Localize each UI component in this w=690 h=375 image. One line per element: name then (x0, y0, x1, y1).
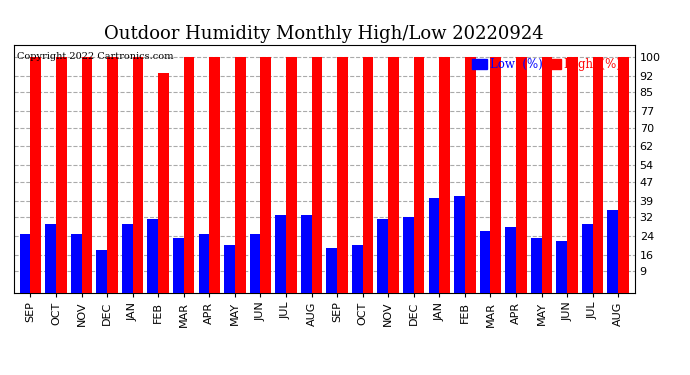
Bar (531, 238, 542, 292)
Bar (607, 210, 618, 292)
Bar (326, 248, 337, 292)
Bar (542, 57, 552, 292)
Bar (428, 198, 440, 292)
Bar (567, 57, 578, 292)
Bar (505, 226, 516, 292)
Bar (71, 234, 81, 292)
Bar (97, 250, 107, 292)
Bar (122, 224, 132, 292)
Bar (388, 57, 399, 292)
Bar (454, 196, 465, 292)
Bar (465, 57, 475, 292)
Bar (81, 57, 92, 292)
Bar (286, 57, 297, 292)
Bar (275, 215, 286, 292)
Bar (352, 245, 363, 292)
Bar (184, 57, 195, 292)
Bar (107, 57, 118, 292)
Bar (46, 224, 56, 292)
Bar (440, 57, 450, 292)
Bar (30, 57, 41, 292)
Bar (148, 219, 158, 292)
Bar (250, 234, 260, 292)
Bar (311, 57, 322, 292)
Bar (199, 234, 209, 292)
Bar (337, 57, 348, 292)
Bar (235, 57, 246, 292)
Bar (582, 224, 593, 292)
Bar (403, 217, 414, 292)
Bar (516, 57, 526, 292)
Bar (491, 57, 501, 292)
Bar (480, 231, 491, 292)
Bar (132, 57, 144, 292)
Title: Outdoor Humidity Monthly High/Low 20220924: Outdoor Humidity Monthly High/Low 202209… (104, 26, 544, 44)
Bar (377, 219, 388, 292)
Bar (414, 57, 424, 292)
Bar (301, 215, 311, 292)
Legend: Low  (%), High  (%): Low (%), High (%) (468, 53, 626, 76)
Bar (363, 57, 373, 292)
Bar (593, 57, 603, 292)
Bar (224, 245, 235, 292)
Bar (618, 57, 629, 292)
Bar (209, 57, 220, 292)
Bar (173, 238, 184, 292)
Text: Copyright 2022 Cartronics.com: Copyright 2022 Cartronics.com (17, 53, 173, 62)
Bar (260, 57, 271, 292)
Bar (158, 73, 169, 292)
Bar (556, 241, 567, 292)
Bar (56, 57, 67, 292)
Bar (20, 234, 30, 292)
